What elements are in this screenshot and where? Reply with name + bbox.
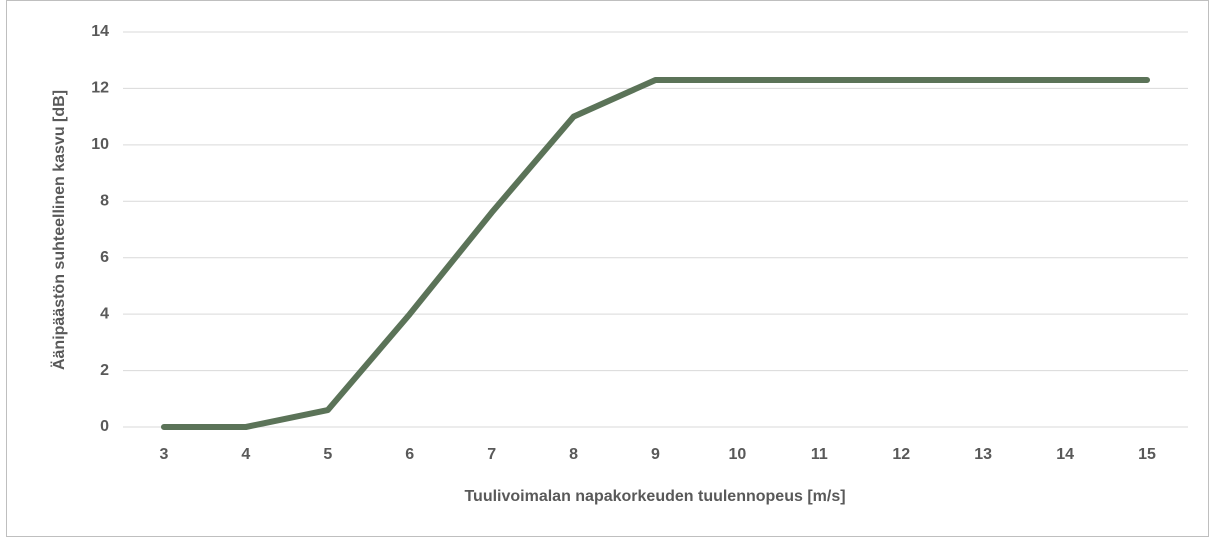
- y-tick-label: 14: [91, 23, 109, 40]
- y-tick-label: 4: [100, 305, 109, 322]
- data-line: [160, 76, 1151, 430]
- x-tick-label: 3: [160, 446, 169, 463]
- x-tick-label: 9: [651, 446, 660, 463]
- x-tick-label: 10: [729, 446, 747, 463]
- x-tick-label: 15: [1138, 446, 1156, 463]
- x-tick-label: 8: [569, 446, 578, 463]
- y-tick-label: 0: [100, 418, 109, 435]
- x-tick-label: 7: [487, 446, 496, 463]
- y-tick-label: 6: [100, 249, 109, 266]
- x-tick-label: 11: [811, 446, 828, 463]
- x-tick-label: 14: [1056, 446, 1074, 463]
- y-tick-label: 2: [100, 362, 109, 379]
- x-axis-title: Tuulivoimalan napakorkeuden tuulennopeus…: [464, 488, 845, 505]
- x-tick-label: 6: [405, 446, 414, 463]
- x-tick-label: 12: [892, 446, 910, 463]
- chart-frame: [6, 0, 1209, 537]
- x-tick-label: 13: [974, 446, 992, 463]
- y-tick-label: 10: [91, 136, 109, 153]
- y-axis-title: Äänipäästön suhteellinen kasvu [dB]: [50, 90, 68, 370]
- x-tick-label: 5: [323, 446, 332, 463]
- y-tick-label: 12: [91, 80, 109, 97]
- x-tick-label: 4: [241, 446, 250, 463]
- y-tick-label: 8: [100, 193, 109, 210]
